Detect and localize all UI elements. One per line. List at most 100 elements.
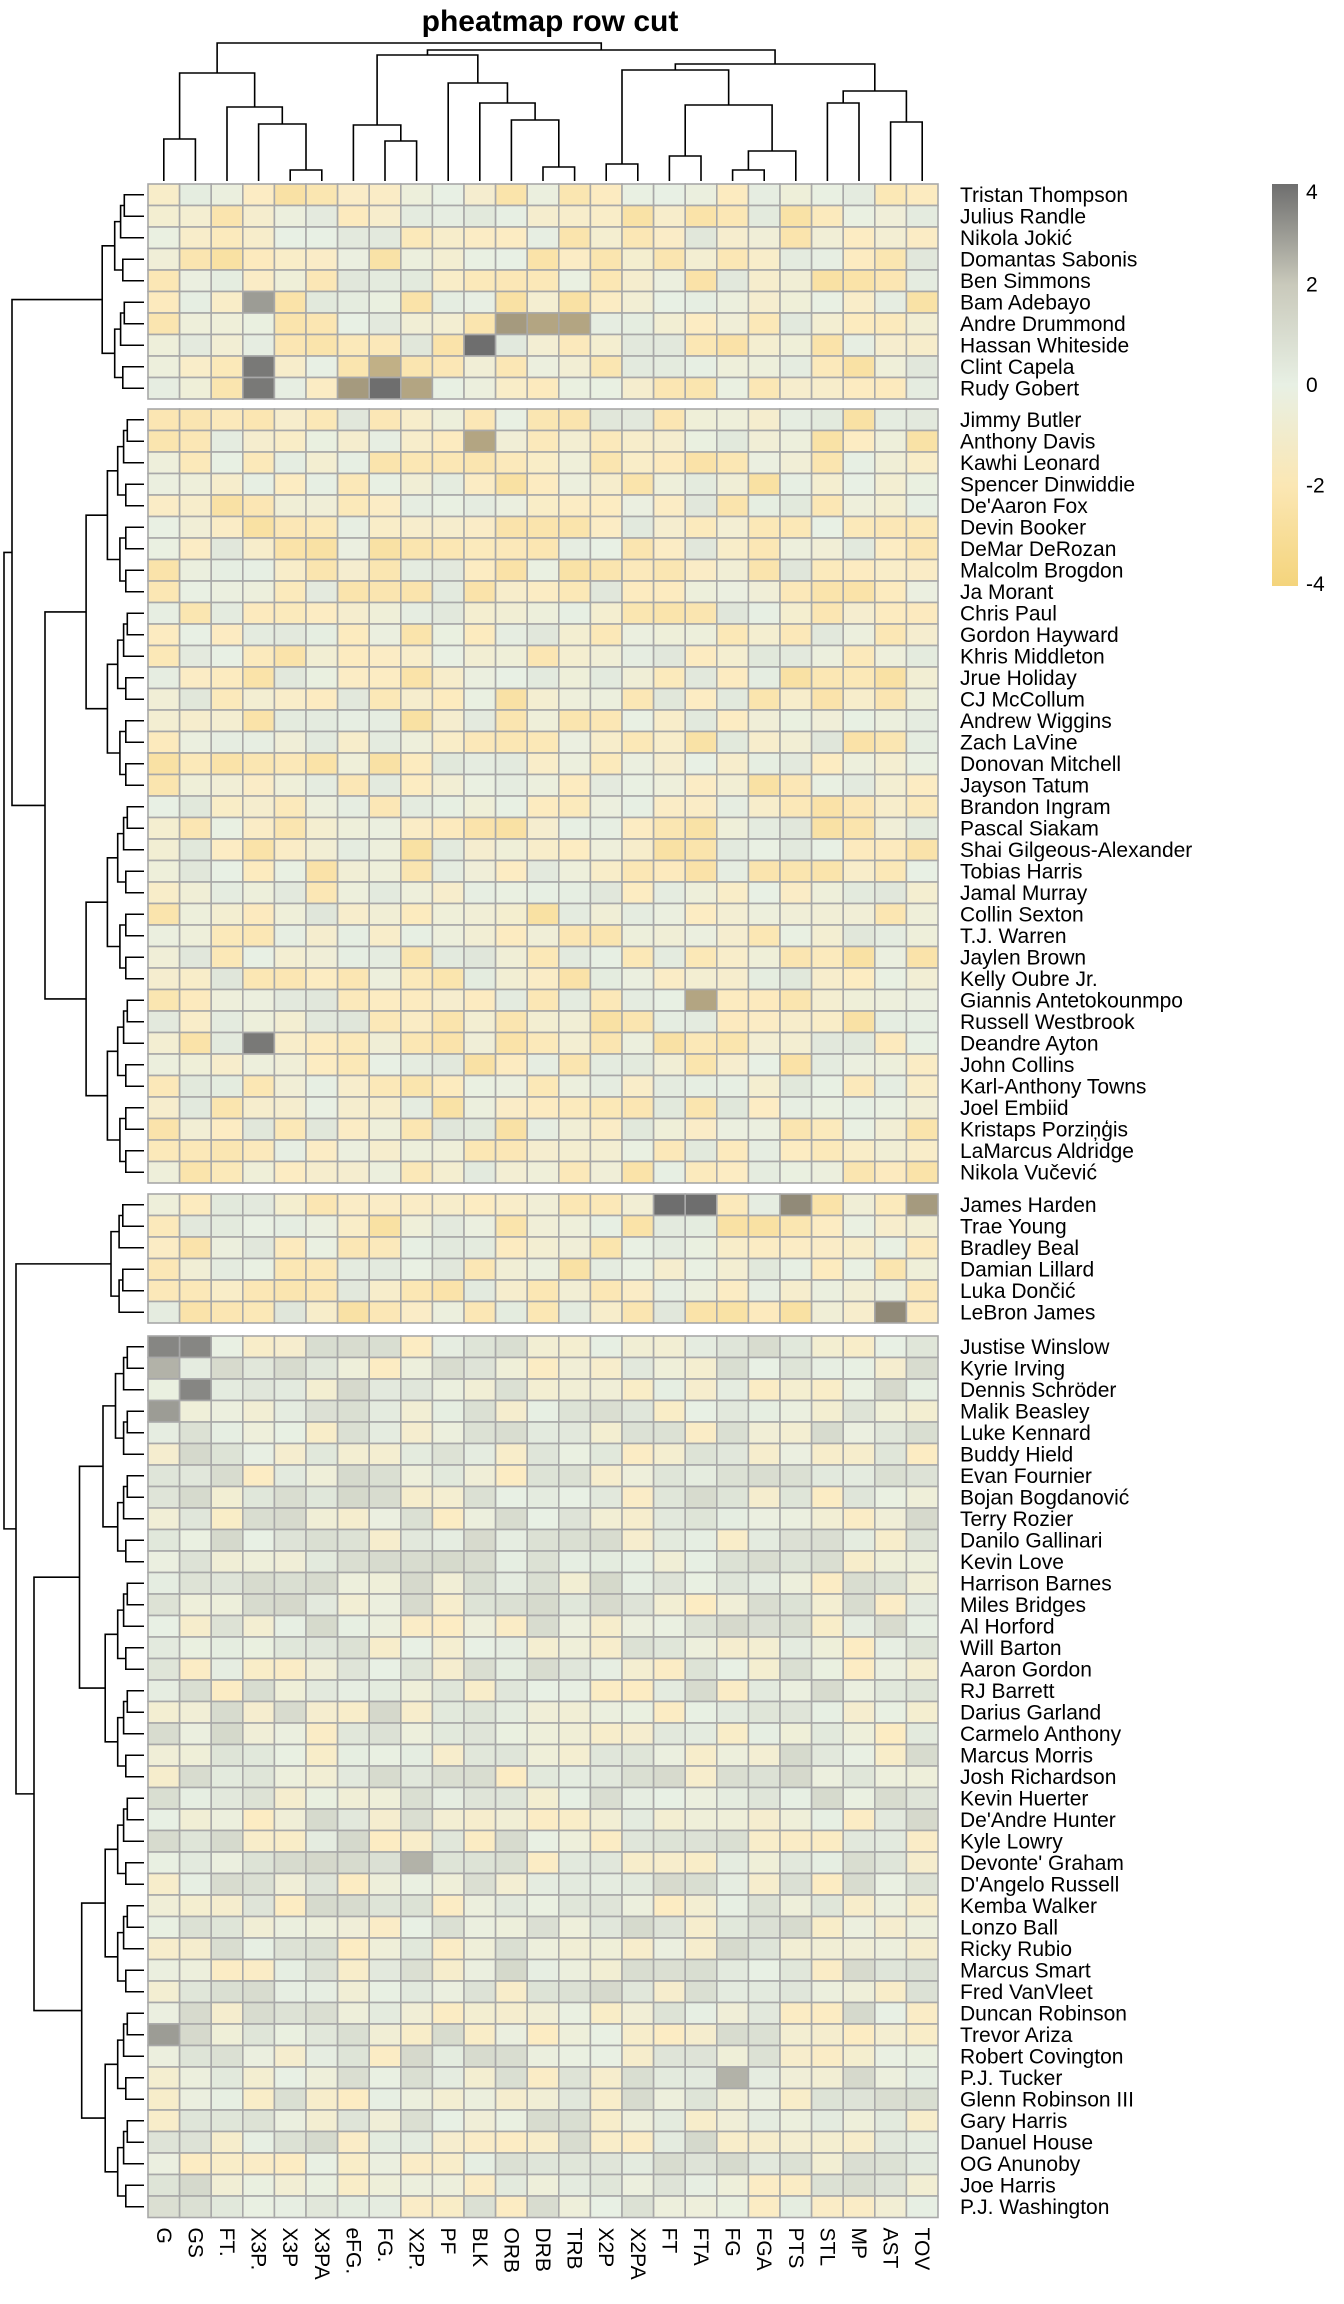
- heatmap-cell: [494, 816, 529, 840]
- heatmap-cell: [715, 472, 750, 496]
- heatmap-cell: [842, 1872, 876, 1896]
- heatmap-cell: [684, 2066, 718, 2090]
- row-label: Ja Morant: [960, 581, 1054, 604]
- heatmap-cell: [621, 1851, 655, 1875]
- heatmap-cell: [873, 1765, 908, 1789]
- heatmap-cell: [147, 902, 181, 926]
- heatmap-cell: [305, 1074, 339, 1098]
- heatmap-cell: [463, 1507, 497, 1531]
- heatmap-cell: [715, 247, 750, 271]
- heatmap-cell: [336, 333, 371, 357]
- heatmap-cell: [873, 1614, 908, 1638]
- heatmap-cell: [621, 515, 655, 539]
- heatmap-cell: [399, 1485, 434, 1509]
- heatmap-cell: [463, 1485, 497, 1509]
- heatmap-cell: [336, 472, 371, 496]
- heatmap-cell: [494, 1571, 529, 1595]
- heatmap-cell: [621, 537, 655, 561]
- heatmap-cell: [368, 1915, 402, 1939]
- heatmap-cell: [463, 1808, 497, 1832]
- heatmap-cell: [684, 666, 718, 690]
- heatmap-cell: [715, 1786, 750, 1810]
- heatmap-cell: [147, 515, 181, 539]
- heatmap-cell: [905, 709, 939, 733]
- column-label: FGA: [752, 2228, 775, 2271]
- heatmap-cell: [494, 2001, 529, 2025]
- heatmap-cell: [557, 1117, 592, 1141]
- heatmap-cell: [463, 1074, 497, 1098]
- heatmap-cell: [463, 902, 497, 926]
- heatmap-cell: [747, 687, 781, 711]
- dendrogram-branch: [126, 2119, 144, 2144]
- heatmap-cell: [210, 1139, 244, 1163]
- heatmap-cell: [684, 1851, 718, 1875]
- heatmap-cell: [526, 1915, 560, 1939]
- heatmap-cell: [873, 1031, 908, 1055]
- heatmap-cell: [399, 1894, 434, 1918]
- heatmap-cell: [336, 1528, 371, 1552]
- heatmap-cell: [305, 1528, 339, 1552]
- heatmap-cell: [621, 1053, 655, 1077]
- heatmap-cell: [873, 2044, 908, 2068]
- heatmap-cell: [873, 1421, 908, 1445]
- heatmap-cell: [652, 1571, 686, 1595]
- heatmap-cell: [621, 408, 655, 432]
- heatmap-cell: [557, 1894, 592, 1918]
- heatmap-cell: [494, 1679, 529, 1703]
- heatmap-cell: [399, 1657, 434, 1681]
- dendrogram-branch: [542, 166, 576, 181]
- heatmap-cell: [747, 1421, 781, 1445]
- heatmap-cell: [684, 752, 718, 776]
- heatmap-cell: [210, 1485, 244, 1509]
- color-legend: 420-2-4: [1272, 181, 1325, 596]
- heatmap-cell: [873, 1214, 908, 1238]
- heatmap-cell: [842, 1507, 876, 1531]
- heatmap-cell: [336, 1257, 371, 1281]
- heatmap-cell: [557, 1464, 592, 1488]
- row-label: John Collins: [960, 1054, 1074, 1077]
- heatmap-cell: [715, 1421, 750, 1445]
- heatmap-cell: [368, 795, 402, 819]
- heatmap-cell: [178, 1872, 213, 1896]
- heatmap-cell: [557, 1053, 592, 1077]
- heatmap-cell: [463, 1421, 497, 1445]
- heatmap-cell: [147, 988, 181, 1012]
- heatmap-cell: [873, 1958, 908, 1982]
- heatmap-cell: [715, 2152, 750, 2176]
- heatmap-cell: [621, 795, 655, 819]
- heatmap-cell: [652, 1808, 686, 1832]
- heatmap-cell: [336, 1214, 371, 1238]
- row-label: Danilo Gallinari: [960, 1529, 1102, 1552]
- heatmap-cell: [147, 451, 181, 475]
- heatmap-cell: [905, 816, 939, 840]
- heatmap-cell: [242, 1010, 276, 1034]
- heatmap-cell: [557, 204, 592, 228]
- heatmap-cell: [242, 1378, 276, 1402]
- dendrogram-branch: [126, 999, 144, 1023]
- heatmap-cell: [399, 247, 434, 271]
- heatmap-cell: [336, 2023, 371, 2047]
- dendrogram-branch: [826, 102, 860, 181]
- heatmap-cell: [589, 580, 623, 604]
- heatmap-cell: [399, 859, 434, 883]
- heatmap-cell: [210, 1214, 244, 1238]
- heatmap-cell: [589, 1786, 623, 1810]
- row-label: Khris Middleton: [960, 645, 1105, 668]
- heatmap-cell: [557, 1399, 592, 1423]
- heatmap-cell: [810, 1636, 844, 1660]
- heatmap-cell: [557, 312, 592, 336]
- heatmap-cell: [684, 644, 718, 668]
- heatmap-cell: [842, 1679, 876, 1703]
- heatmap-cell: [715, 838, 750, 862]
- heatmap-cell: [652, 2152, 686, 2176]
- heatmap-cell: [842, 967, 876, 991]
- heatmap-cell: [779, 816, 813, 840]
- row-label: De'Aaron Fox: [960, 495, 1088, 518]
- dendrogram-branch: [116, 832, 126, 883]
- heatmap-cell: [305, 1851, 339, 1875]
- heatmap-cell: [652, 1937, 686, 1961]
- heatmap-cell: [178, 1442, 213, 1466]
- row-label: Fred VanVleet: [960, 1981, 1093, 2004]
- heatmap-cell: [810, 1421, 844, 1445]
- heatmap-cell: [526, 924, 560, 948]
